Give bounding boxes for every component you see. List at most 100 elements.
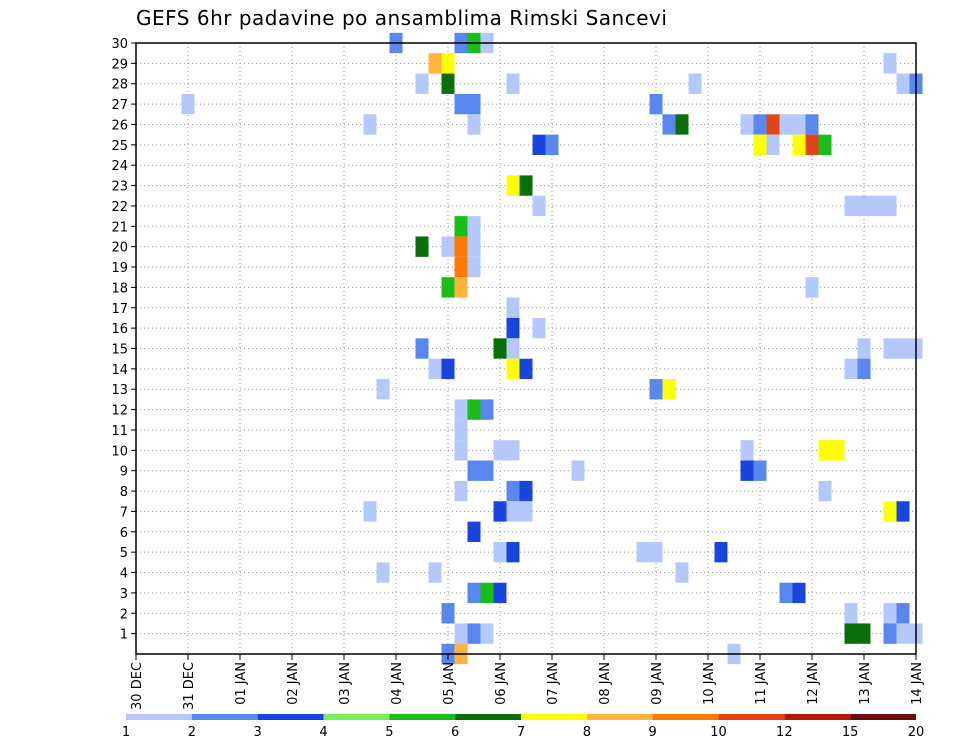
heatmap-cell [441,358,455,380]
heatmap-cell [181,93,195,115]
colorbar-swatch [784,714,851,720]
heatmap-cell [818,440,832,461]
heatmap-cell [844,603,858,624]
heatmap-cell [454,399,468,420]
colorbar-label: 15 [842,725,859,740]
heatmap-cell [467,216,481,237]
heatmap-cell [506,480,520,502]
heatmap-cell [805,114,819,135]
x-tick-label: 07 JAN [546,662,561,705]
heatmap-cell [766,114,780,135]
heatmap-cell [467,460,481,481]
heatmap-cell [766,134,780,156]
heatmap-cell [857,358,871,380]
colorbar-swatch [586,714,653,720]
colorbar-label: 6 [451,725,459,740]
colorbar-label: 8 [583,725,591,740]
heatmap-cell [480,399,494,420]
y-tick-label: 2 [120,607,128,622]
y-tick-label: 27 [111,98,128,113]
heatmap-cell [519,175,533,196]
heatmap-cell [844,358,858,380]
heatmap-cell [753,114,767,135]
x-tick-label: 03 JAN [338,662,353,705]
colorbar-swatch [126,714,192,720]
x-tick-label: 14 JAN [910,662,925,705]
heatmap-cell [415,73,429,94]
heatmap-cell [532,317,546,339]
colorbar-swatch [850,714,916,720]
heatmap-cell [454,236,468,257]
heatmap-cell [506,175,520,196]
heatmap-cell [454,277,468,298]
colorbar-swatch [521,714,587,720]
heatmap-cell [883,195,897,217]
x-tick-label: 06 JAN [494,662,509,705]
colorbar-label: 10 [710,725,727,740]
heatmap-cell [805,277,819,298]
y-tick-label: 8 [120,485,128,500]
colorbar-label: 3 [254,725,262,740]
colorbar-label: 4 [319,725,327,740]
x-tick-label: 10 JAN [702,662,717,705]
y-tick-label: 13 [111,383,128,398]
heatmap-cell [441,277,455,298]
heatmap-cell [857,195,871,217]
heatmap-cell [363,114,377,135]
heatmap-cell [896,501,910,522]
colorbar-label: 20 [908,725,925,740]
colorbar-label: 9 [649,725,657,740]
heatmap-cell [480,460,494,481]
y-tick-label: 19 [111,261,128,276]
heatmap-cell [857,338,871,359]
heatmap-cell [493,338,507,359]
heatmap-cell [506,541,520,563]
heatmap-cell [441,603,455,624]
colorbar-label: 1 [122,725,130,740]
heatmap-cell [740,114,754,135]
heatmap-cell [467,582,481,604]
heatmap-cell [506,338,520,359]
heatmap-cell [857,623,871,644]
y-tick-label: 11 [111,424,128,439]
y-tick-label: 29 [111,57,128,72]
heatmap-cell [454,440,468,461]
heatmap-cell [662,379,676,400]
heatmap-cell [896,338,910,359]
heatmap-cell [415,236,429,257]
y-tick-label: 9 [120,465,128,480]
y-tick-label: 15 [111,343,128,358]
heatmap-cell [818,134,832,156]
colorbar-swatch [257,714,324,720]
heatmap-cell [883,623,897,644]
y-tick-label: 16 [111,322,128,337]
heatmap-cell [428,53,442,74]
colorbar-swatch [389,714,456,720]
y-tick-label: 21 [111,220,128,235]
heatmap-cell [467,93,481,115]
heatmap-cell [441,73,455,94]
y-tick-label: 23 [111,180,128,195]
colorbar-swatch [323,714,390,720]
x-tick-label: 30 DEC [130,662,145,710]
heatmap-cell [844,195,858,217]
heatmap-cell [376,562,390,583]
heatmap-cell [675,114,689,135]
heatmap-cell [376,379,390,400]
heatmap-cell [896,603,910,624]
heatmap-cell [454,93,468,115]
heatmap-cell [896,73,910,94]
x-tick-label: 02 JAN [286,662,301,705]
heatmap-cell [506,297,520,318]
heatmap-cell [662,114,676,135]
heatmap-cell [441,53,455,74]
y-tick-label: 1 [120,628,128,643]
y-tick-label: 6 [120,526,128,541]
heatmap-cell [792,582,806,604]
y-tick-label: 30 [111,37,128,52]
heatmap-cell [454,419,468,441]
heatmap-cell [467,114,481,135]
heatmap-cell [467,256,481,278]
colorbar-label: 5 [385,725,393,740]
heatmap-cell [493,582,507,604]
